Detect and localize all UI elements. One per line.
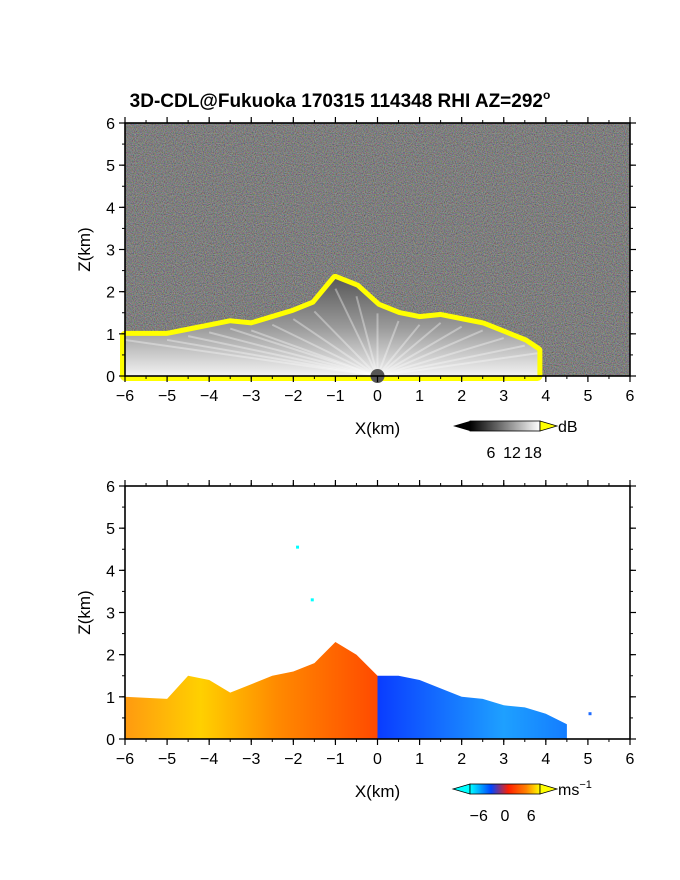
snr-beam-streak xyxy=(376,325,463,377)
snr-beam-streak xyxy=(313,310,379,377)
y-tick-label: 4 xyxy=(106,200,115,217)
x-tick-label: 1 xyxy=(415,388,424,405)
colorbar-tick-label: 0 xyxy=(501,808,510,825)
x-tick-label: −5 xyxy=(158,751,176,768)
y-tick-label: 3 xyxy=(106,606,115,623)
y-tick-label: 6 xyxy=(106,479,115,496)
snr-beam-streak xyxy=(229,327,378,377)
x-axis-label: X(km) xyxy=(355,419,400,438)
x-tick-label: 0 xyxy=(373,388,382,405)
snr-beam-streak xyxy=(376,320,400,377)
y-tick-label: 5 xyxy=(106,158,115,175)
snr-beam-streak xyxy=(355,296,379,377)
snr-colorbar-unit: dB xyxy=(558,419,578,436)
snr-beam-streak xyxy=(377,329,484,377)
snr-beam-streak xyxy=(124,338,378,377)
x-axis-label: X(km) xyxy=(355,782,400,801)
velocity-colorbar-unit: ms−1 xyxy=(558,779,592,799)
x-tick-label: −3 xyxy=(242,388,260,405)
x-tick-label: 4 xyxy=(541,751,550,768)
snr-beam-streak xyxy=(250,329,378,377)
colorbar-tick-label: 12 xyxy=(503,445,521,462)
snr-beam-streak xyxy=(208,331,378,377)
x-tick-label: −4 xyxy=(200,388,218,405)
snr-beam-streak xyxy=(376,324,421,377)
chart-title: 3D-CDL@Fukuoka 170315 114348 RHI AZ=292o xyxy=(130,88,551,112)
y-tick-label: 6 xyxy=(106,116,115,133)
velocity-axes: −6 −5 −4 −3 −2 −1 0 1 2 3 4 5 6 0 1 2 3 4 5 6 X(km) Z(km) xyxy=(75,479,636,801)
velocity-colorbar-gradient xyxy=(469,783,541,795)
x-tick-label: 6 xyxy=(626,388,635,405)
velocity-colorbar: ms−1 −6 0 6 xyxy=(451,779,592,825)
y-tick-label: 1 xyxy=(106,690,115,707)
snr-beam-streak xyxy=(377,352,538,377)
snr-colorbar: dB 6 12 18 xyxy=(453,419,578,462)
colorbar-tick-label: 18 xyxy=(524,445,542,462)
x-tick-label: 3 xyxy=(499,751,508,768)
velocity-isolated-pixel xyxy=(310,598,314,602)
snr-beam-streak xyxy=(377,344,525,377)
x-tick-label: 1 xyxy=(415,751,424,768)
snr-beam-streak xyxy=(292,318,379,377)
y-tick-label: 3 xyxy=(106,243,115,260)
snr-colorbar-over-triangle xyxy=(539,420,559,432)
x-tick-label: −5 xyxy=(158,388,176,405)
snr-colorbar-under-triangle xyxy=(453,421,470,431)
y-tick-label: 5 xyxy=(106,521,115,538)
x-tick-label: −1 xyxy=(326,388,344,405)
snr-beam-streak xyxy=(187,335,378,377)
snr-echo-fan xyxy=(125,279,538,376)
x-tick-label: 4 xyxy=(541,388,550,405)
snr-echo-region xyxy=(120,274,543,383)
snr-beam-streak xyxy=(377,337,505,377)
x-tick-label: −6 xyxy=(116,751,134,768)
y-tick-label: 2 xyxy=(106,648,115,665)
velocity-isolated-pixel xyxy=(588,712,592,716)
x-tick-label: −4 xyxy=(200,751,218,768)
y-tick-label: 2 xyxy=(106,285,115,302)
snr-beam-streak xyxy=(334,288,379,377)
snr-axes: −6 −5 −4 −3 −2 −1 0 1 2 3 4 5 6 0 1 2 3 4 5 6 X(km) Z(km) xyxy=(75,116,636,438)
velocity-colorbar-under-triangle xyxy=(451,783,471,795)
x-tick-label: 2 xyxy=(457,751,466,768)
y-axis-label: Z(km) xyxy=(75,590,94,634)
y-axis-label: Z(km) xyxy=(75,227,94,271)
colorbar-tick-label: 6 xyxy=(527,808,536,825)
x-tick-label: −3 xyxy=(242,751,260,768)
snr-beam-streak xyxy=(271,323,378,377)
x-tick-label: −6 xyxy=(116,388,134,405)
velocity-colorbar-over-triangle xyxy=(539,783,559,795)
x-tick-label: 5 xyxy=(583,388,592,405)
snr-beam-streak xyxy=(376,322,442,377)
x-tick-label: 2 xyxy=(457,388,466,405)
x-tick-label: 5 xyxy=(583,751,592,768)
colorbar-tick-label: 6 xyxy=(487,445,496,462)
x-tick-label: 6 xyxy=(626,751,635,768)
y-tick-label: 1 xyxy=(106,327,115,344)
velocity-isolated-pixel xyxy=(296,545,300,549)
x-tick-label: −2 xyxy=(284,388,302,405)
x-tick-label: −2 xyxy=(284,751,302,768)
snr-beam-streak xyxy=(166,338,378,377)
colorbar-tick-label: −6 xyxy=(470,808,488,825)
velocity-panel: −6 −5 −4 −3 −2 −1 0 1 2 3 4 5 6 0 1 2 3 4 5 6 X(km) Z(km) xyxy=(75,479,636,801)
x-tick-label: 3 xyxy=(499,388,508,405)
y-tick-label: 0 xyxy=(106,732,115,749)
y-tick-label: 0 xyxy=(106,369,115,386)
x-tick-label: 0 xyxy=(373,751,382,768)
snr-panel: −6 −5 −4 −3 −2 −1 0 1 2 3 4 5 6 0 1 2 3 4 5 6 X(km) Z(km) xyxy=(75,116,636,438)
snr-colorbar-gradient xyxy=(469,420,541,432)
x-tick-label: −1 xyxy=(326,751,344,768)
y-tick-label: 4 xyxy=(106,563,115,580)
